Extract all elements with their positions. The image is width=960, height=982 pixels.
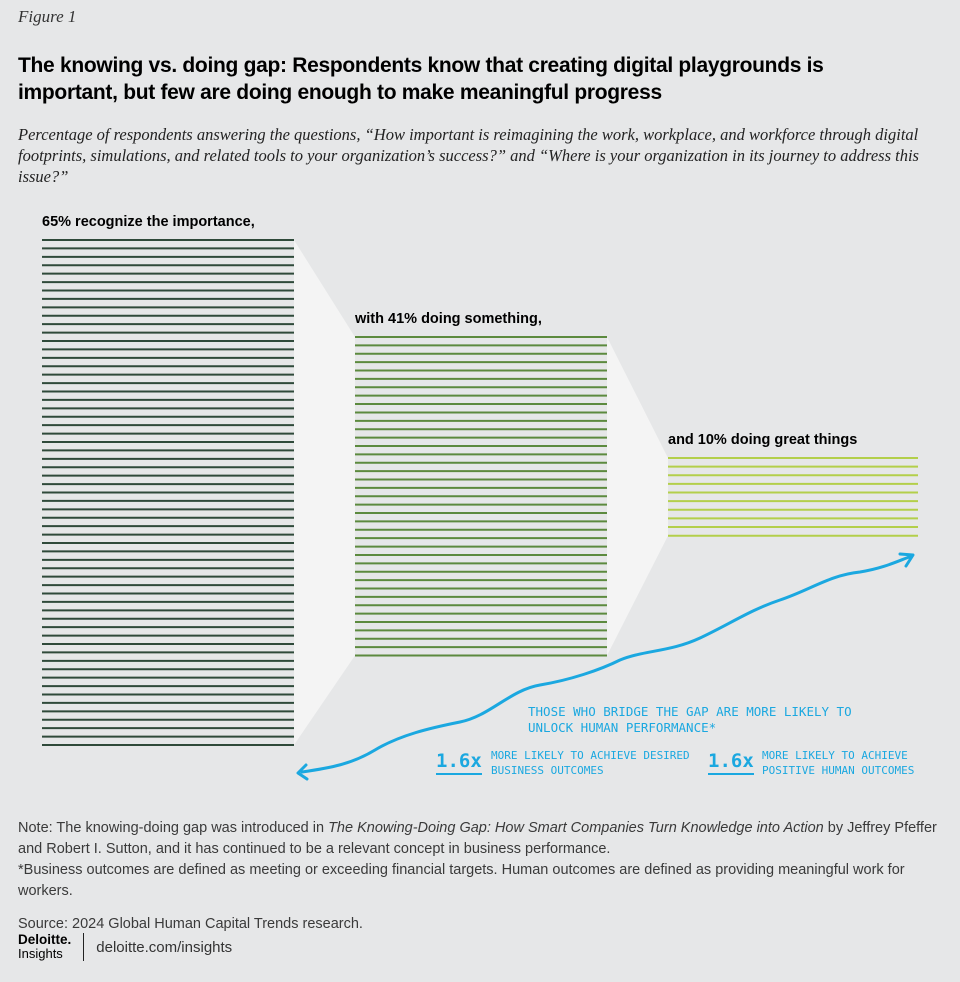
funnel-chart: 65% recognize the importance, with 41% do… — [42, 214, 918, 781]
chart-subtitle: Percentage of respondents answering the … — [18, 125, 919, 186]
callout-heading: THOSE WHO BRIDGE THE GAP ARE MORE LIKELY… — [528, 704, 852, 735]
funnel-connectors — [294, 240, 668, 745]
figure-label: Figure 1 — [18, 7, 77, 26]
footer-divider — [83, 933, 85, 961]
bar-labels: 65% recognize the importance, with 41% do… — [42, 214, 857, 448]
source-text: Source: 2024 Global Human Capital Trends… — [18, 916, 363, 932]
stat-text-business: MORE LIKELY TO ACHIEVE DESIRED BUSINESS … — [491, 749, 690, 777]
footnote-text: *Business outcomes are defined as meetin… — [18, 862, 905, 899]
growth-arrow-icon — [300, 554, 914, 774]
stat-text-human: MORE LIKELY TO ACHIEVE POSITIVE HUMAN OU… — [762, 749, 915, 777]
bar-label-1: 65% recognize the importance, — [42, 214, 255, 230]
footer-url: deloitte.com/insights — [96, 938, 233, 956]
arrow-head-right-icon — [898, 552, 915, 568]
bar-1 — [42, 239, 294, 746]
notes: Note: The knowing-doing gap was introduc… — [18, 818, 948, 935]
bar-label-3: and 10% doing great things — [668, 432, 857, 448]
arrow-head-left-icon — [296, 763, 309, 781]
funnel-connector-1 — [294, 240, 355, 745]
note-text: Note: The knowing-doing gap was introduc… — [18, 820, 937, 857]
footer: Deloitte. Insights deloitte.com/insights — [18, 932, 418, 962]
bar-label-2: with 41% doing something, — [354, 311, 542, 327]
bar-2 — [355, 336, 607, 657]
bar-3 — [668, 457, 918, 537]
bar-group — [42, 239, 918, 746]
funnel-connector-2 — [607, 337, 668, 656]
deloitte-logo: Deloitte. Insights — [18, 932, 72, 961]
stat-value-business: 1.6x — [436, 750, 482, 775]
stat-value-human: 1.6x — [708, 750, 754, 775]
chart-title: The knowing vs. doing gap: Respondents k… — [18, 54, 824, 104]
